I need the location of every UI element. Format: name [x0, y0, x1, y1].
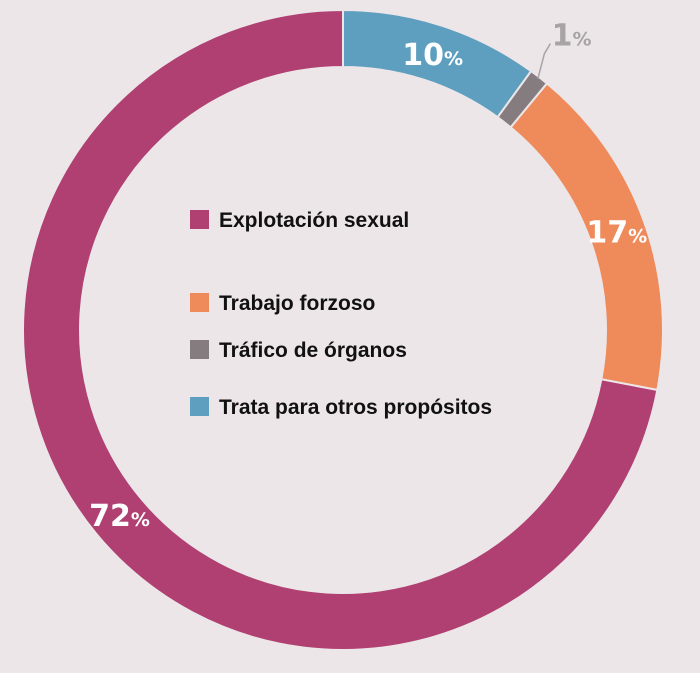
- legend-label-trabajo-forzoso: Trabajo forzoso: [219, 292, 375, 315]
- donut-slices: [22, 8, 664, 651]
- legend-swatch-trabajo-forzoso: [190, 293, 209, 312]
- slice-label-trata-para-otros-propositos: 10%: [402, 38, 463, 73]
- slice-labels: 10% 1% 17% 72%: [89, 19, 647, 534]
- leader-line-trafico-de-organos: [537, 43, 552, 79]
- slice-explotacion-sexual: [22, 8, 659, 651]
- slice-label-explotacion-sexual: 72%: [89, 499, 150, 534]
- slice-label-trafico-de-organos: 1%: [552, 19, 592, 54]
- slice-label-trabajo-forzoso: 17%: [586, 215, 647, 250]
- legend-label-trafico-de-organos: Tráfico de órganos: [219, 339, 407, 362]
- legend-label-trata-para-otros-propositos: Trata para otros propósitos: [219, 396, 492, 419]
- legend-swatch-trata-para-otros-propositos: [190, 397, 209, 416]
- legend: Explotación sexual Trabajo forzoso Tráfico…: [190, 209, 492, 419]
- legend-swatch-explotacion-sexual: [190, 210, 209, 229]
- legend-swatch-trafico-de-organos: [190, 340, 209, 359]
- legend-label-explotacion-sexual: Explotación sexual: [219, 209, 409, 232]
